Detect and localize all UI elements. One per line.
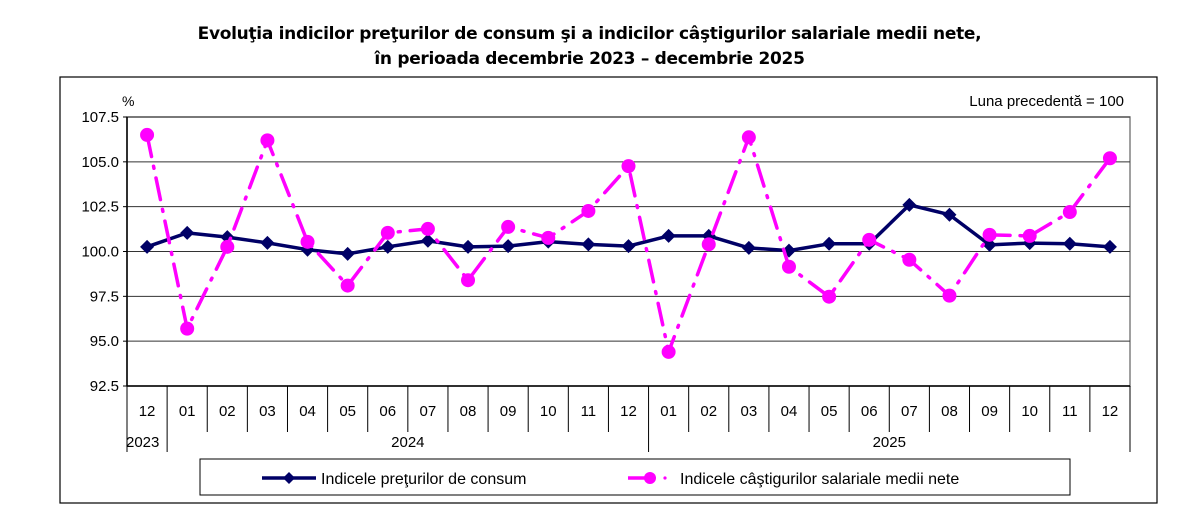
data-point-circle xyxy=(701,237,716,252)
legend-cpi-label: Indicele preţurilor de consum xyxy=(321,471,526,488)
data-point-circle xyxy=(781,259,796,274)
data-point-circle xyxy=(581,203,596,218)
data-point-diamond xyxy=(581,237,596,252)
x-tick-label: 04 xyxy=(781,403,798,420)
chart-title-line1: Evoluţia indicilor preţurilor de consum … xyxy=(197,24,982,44)
x-tick-label: 05 xyxy=(339,403,356,420)
x-tick-label: 02 xyxy=(219,403,236,420)
data-point-diamond xyxy=(260,235,275,250)
data-point-circle xyxy=(180,321,195,336)
data-point-diamond xyxy=(461,239,476,254)
data-point-circle xyxy=(1102,151,1117,166)
data-point-diamond xyxy=(621,239,636,254)
x-tick-label: 01 xyxy=(179,403,196,420)
data-point-circle xyxy=(902,252,917,267)
data-point-diamond xyxy=(420,233,435,248)
x-tick-label: 05 xyxy=(821,403,838,420)
data-point-circle xyxy=(380,225,395,240)
legend-cpi-diamond-icon xyxy=(283,472,295,484)
y-tick-label: 100.0 xyxy=(81,244,119,261)
data-point-circle xyxy=(661,344,676,359)
year-label: 2024 xyxy=(391,434,424,451)
chart-frame xyxy=(59,76,1158,504)
data-point-circle xyxy=(340,278,355,293)
chart-title-line2: în perioada decembrie 2023 – decembrie 2… xyxy=(374,49,805,69)
x-tick-label: 10 xyxy=(1021,403,1038,420)
data-point-circle xyxy=(741,130,756,145)
data-point-circle xyxy=(220,239,235,254)
y-tick-label: 92.5 xyxy=(90,378,119,395)
x-tick-label: 12 xyxy=(1102,403,1119,420)
y-tick-label: 102.5 xyxy=(81,199,119,216)
data-point-diamond xyxy=(661,228,676,243)
legend: Indicele preţurilor de consum Indicele c… xyxy=(199,458,1071,496)
y-axis-label: % xyxy=(122,93,134,109)
data-point-circle xyxy=(982,227,997,242)
x-tick-label: 06 xyxy=(379,403,396,420)
x-tick-label: 10 xyxy=(540,403,557,420)
data-point-diamond xyxy=(902,197,917,212)
data-point-circle xyxy=(300,234,315,249)
x-tick-label: 11 xyxy=(581,403,597,420)
x-tick-label: 02 xyxy=(700,403,717,420)
y-tick-label: 97.5 xyxy=(90,288,119,305)
base-note: Luna precedentă = 100 xyxy=(969,93,1124,110)
data-point-circle xyxy=(1062,205,1077,220)
data-point-circle xyxy=(541,230,556,245)
data-point-circle xyxy=(501,219,516,234)
data-point-circle xyxy=(621,159,636,174)
data-point-diamond xyxy=(1062,236,1077,251)
y-tick-label: 95.0 xyxy=(90,333,119,350)
x-tick-label: 03 xyxy=(259,403,276,420)
data-point-circle xyxy=(461,273,476,288)
data-point-diamond xyxy=(380,239,395,254)
legend-wage-dot xyxy=(663,476,667,480)
series-cpi xyxy=(140,197,1117,261)
year-label: 2025 xyxy=(873,434,906,451)
data-point-circle xyxy=(1022,228,1037,243)
data-point-diamond xyxy=(942,207,957,222)
x-tick-label: 11 xyxy=(1062,403,1078,420)
x-tick-label: 01 xyxy=(660,403,677,420)
legend-wage-label: Indicele câştigurilor salariale medii ne… xyxy=(680,471,959,488)
data-point-diamond xyxy=(822,236,837,251)
legend-wage-circle-icon xyxy=(644,472,656,484)
data-point-diamond xyxy=(982,237,997,252)
x-tick-label: 09 xyxy=(500,403,517,420)
data-point-circle xyxy=(942,288,957,303)
y-tick-label: 105.0 xyxy=(81,154,119,171)
x-tick-label: 08 xyxy=(941,403,958,420)
data-point-circle xyxy=(420,221,435,236)
x-tick-label: 07 xyxy=(901,403,918,420)
x-tick-label: 04 xyxy=(299,403,316,420)
x-tick-label: 12 xyxy=(620,403,637,420)
data-point-diamond xyxy=(1102,239,1117,254)
x-tick-label: 08 xyxy=(460,403,477,420)
data-point-circle xyxy=(260,133,275,148)
data-point-circle xyxy=(862,232,877,247)
chart-title: Evoluţia indicilor preţurilor de consum … xyxy=(0,22,1179,72)
x-tick-label: 12 xyxy=(139,403,156,420)
data-point-diamond xyxy=(741,240,756,255)
x-tick-label: 03 xyxy=(741,403,758,420)
data-point-diamond xyxy=(340,246,355,261)
data-point-diamond xyxy=(140,239,155,254)
year-label: 2023 xyxy=(126,434,159,451)
data-point-circle xyxy=(822,289,837,304)
data-point-diamond xyxy=(180,225,195,240)
x-tick-label: 07 xyxy=(420,403,437,420)
x-tick-label: 06 xyxy=(861,403,878,420)
data-point-diamond xyxy=(501,239,516,254)
series-wages xyxy=(140,127,1117,359)
x-tick-label: 09 xyxy=(981,403,998,420)
data-point-circle xyxy=(140,127,155,142)
y-tick-label: 107.5 xyxy=(81,109,119,126)
